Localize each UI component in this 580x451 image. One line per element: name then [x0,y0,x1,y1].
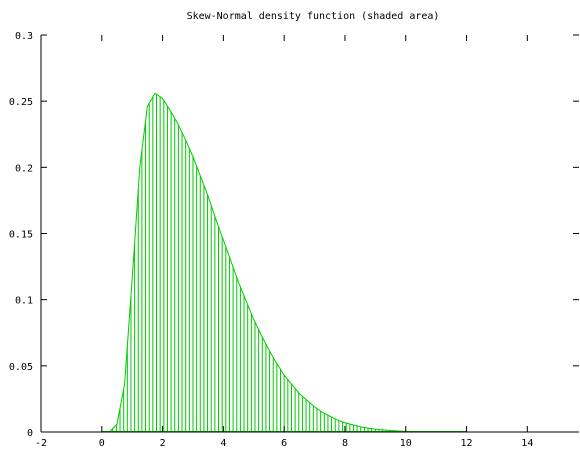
y-tick-label: 0 [27,428,33,439]
shaded-area [101,94,467,432]
x-tick-label: 8 [342,438,348,449]
x-tick-label: -2 [35,438,47,449]
x-tick-label: 2 [160,438,166,449]
y-axis: 0 0.05 0.1 0.15 0.2 0.25 0.3 [9,31,579,439]
y-tick-label: 0.05 [9,362,33,373]
x-tick-label: 4 [220,438,226,449]
y-tick-label: 0.1 [15,296,33,307]
y-tick-label: 0.15 [9,230,33,241]
x-tick-label: 0 [99,438,105,449]
chart-title: Skew-Normal density function (shaded are… [187,11,440,22]
plot-frame [40,35,579,433]
y-tick-label: 0.25 [9,97,33,108]
y-tick-label: 0.3 [15,31,33,42]
x-tick-label: 14 [521,438,533,449]
y-tick-label: 0.2 [15,163,33,174]
x-tick-label: 10 [400,438,412,449]
x-tick-label: 12 [461,438,473,449]
x-axis: -2 0 2 4 6 8 10 12 14 [35,35,533,449]
x-tick-label: 6 [281,438,287,449]
